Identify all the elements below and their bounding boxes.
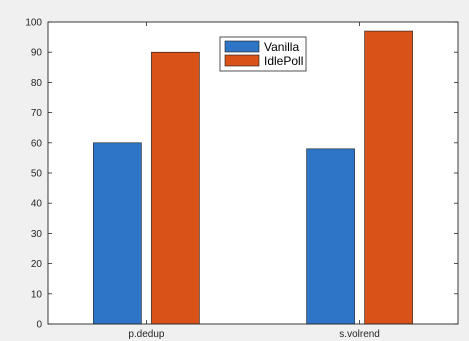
bars-layer [93, 30, 413, 325]
bar-vanilla-s-volrend [306, 148, 355, 325]
y-tick-label: 10 [31, 289, 43, 300]
bar-idlepoll-s-volrend [364, 30, 413, 325]
y-tick-label: 30 [31, 229, 43, 240]
legend-label-idlepoll: IdlePoll [264, 54, 303, 68]
axes-box [47, 21, 459, 325]
y-tick-label: 0 [36, 320, 42, 331]
y-tick-label: 40 [31, 199, 43, 210]
y-tick-label: 70 [31, 108, 43, 119]
bar-vanilla-p-dedup [93, 142, 142, 325]
x-tick-label: s.volrend [339, 329, 380, 340]
y-tick-label: 20 [31, 259, 43, 270]
y-tick-label: 100 [25, 18, 42, 29]
legend-swatch-idlepoll [224, 54, 260, 67]
x-tick-label: p.dedup [128, 329, 165, 340]
y-tick-label: 80 [31, 78, 43, 89]
legend-label-vanilla: Vanilla [264, 40, 299, 54]
bar-idlepoll-p-dedup [151, 51, 200, 325]
y-tick-label: 50 [31, 169, 43, 180]
y-tick-label: 60 [31, 138, 43, 149]
y-tick-label: 90 [31, 48, 43, 59]
legend-swatch-vanilla [224, 40, 260, 53]
axes-layer: p.dedup s.volrend 0 10 20 30 40 50 60 70 80 90 100 [25, 18, 459, 340]
